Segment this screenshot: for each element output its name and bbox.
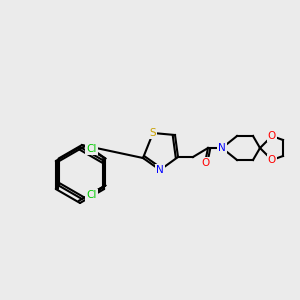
Text: O: O (268, 131, 276, 141)
Text: S: S (150, 128, 156, 138)
Text: N: N (156, 165, 164, 175)
Text: N: N (218, 143, 226, 153)
Text: O: O (201, 158, 209, 168)
Text: Cl: Cl (86, 190, 97, 200)
Text: Cl: Cl (86, 143, 97, 154)
Text: O: O (268, 155, 276, 165)
